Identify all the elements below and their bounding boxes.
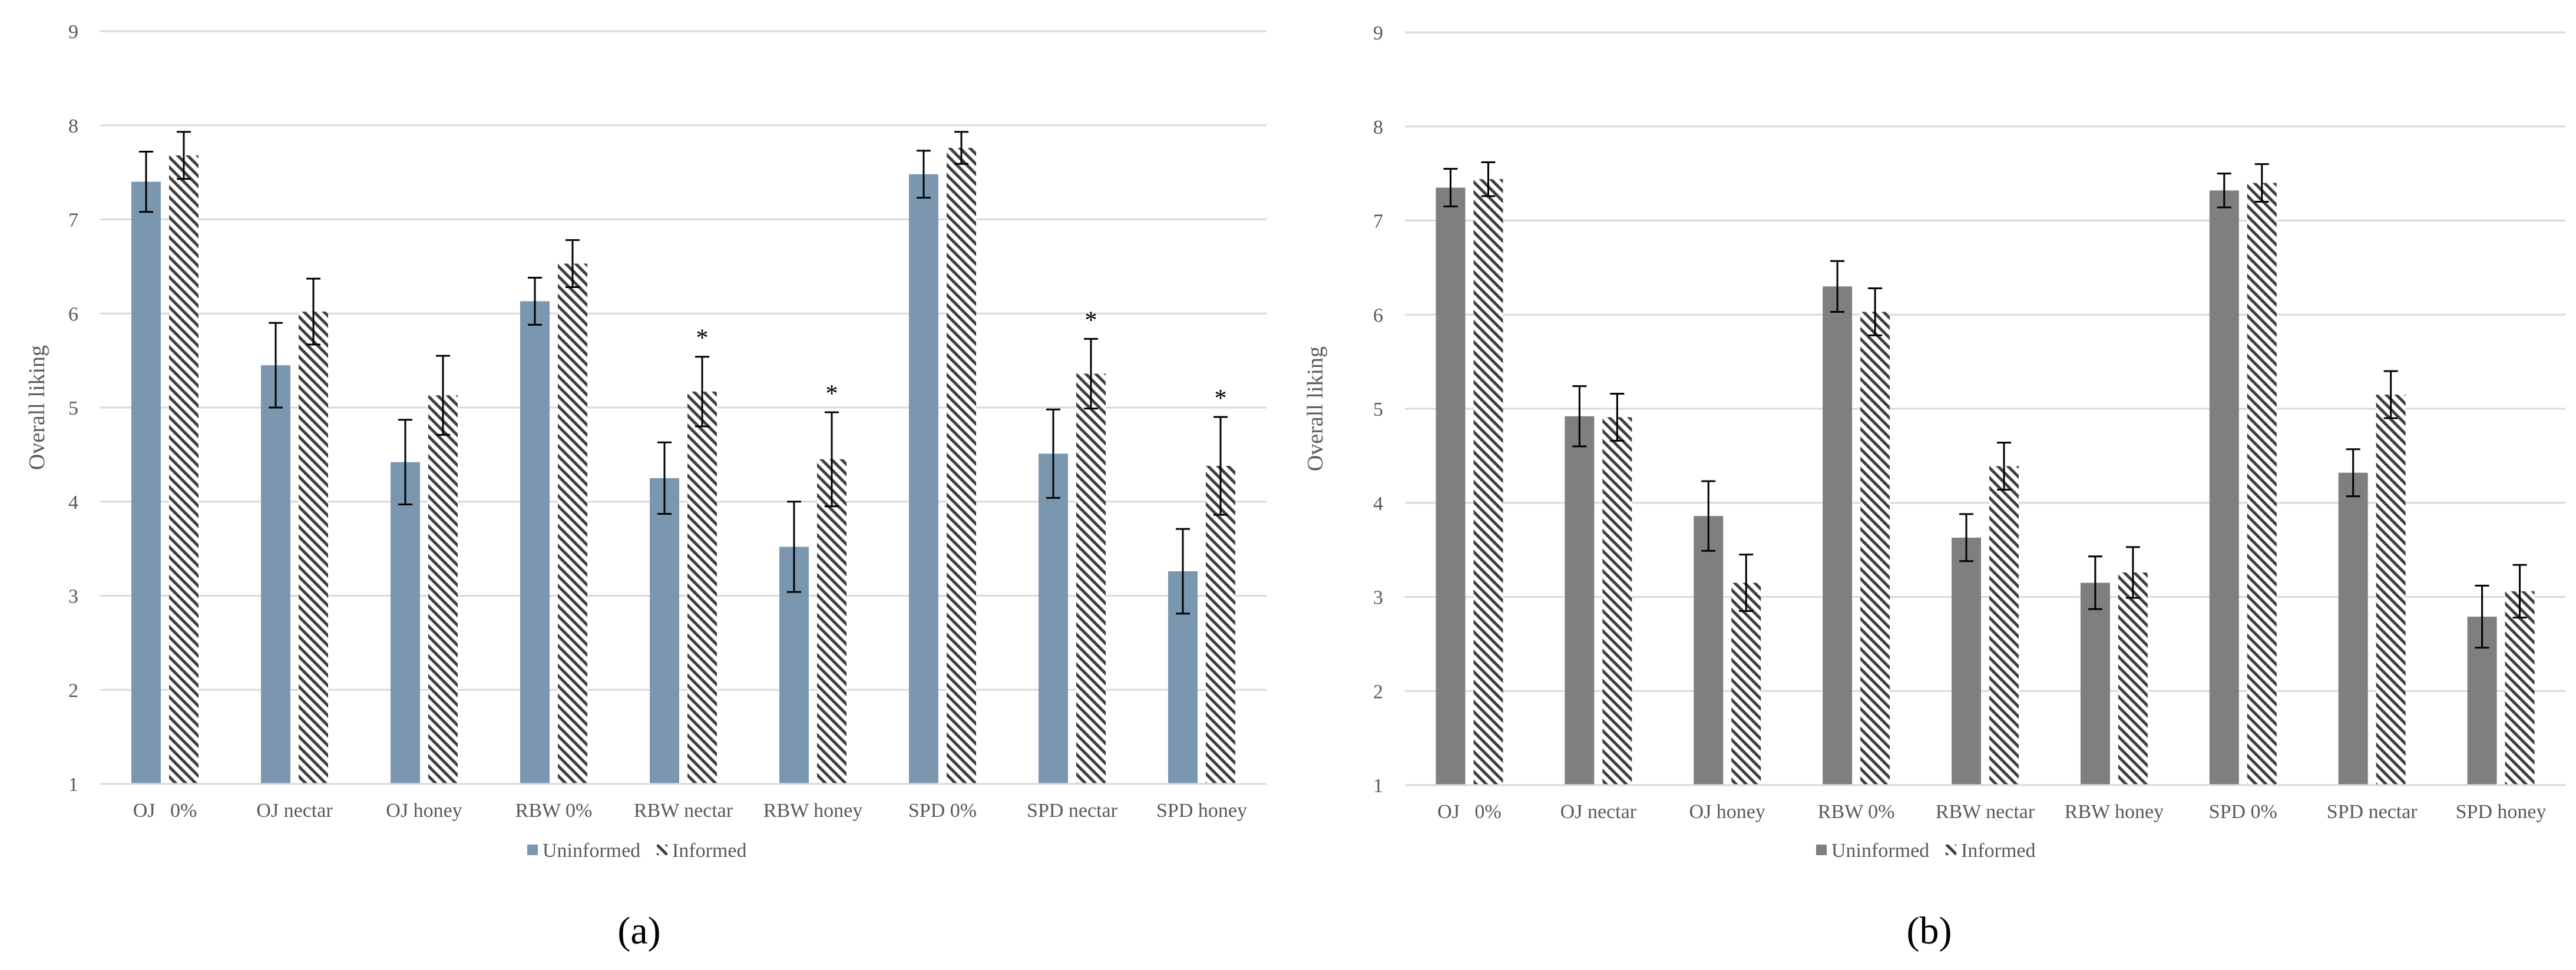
x-tick-label: SPD nectar bbox=[2327, 801, 2418, 823]
bar-informed bbox=[1860, 312, 1890, 785]
legend-swatch-informed bbox=[1946, 845, 1956, 855]
bar-informed bbox=[687, 391, 717, 784]
y-axis-label: Overall liking bbox=[25, 345, 49, 470]
x-tick-label: SPD honey bbox=[1156, 800, 1247, 822]
x-tick-label: RBW 0% bbox=[1818, 801, 1895, 823]
bar-informed bbox=[2376, 395, 2406, 785]
legend-label-uninformed: Uninformed bbox=[543, 840, 640, 862]
y-tick-label: 4 bbox=[1373, 493, 1383, 515]
legend-swatch-uninformed bbox=[527, 845, 538, 855]
bar-uninformed bbox=[650, 478, 679, 784]
y-tick-label: 5 bbox=[68, 398, 78, 419]
bar-uninformed bbox=[1952, 537, 1981, 785]
x-tick-label: OJ nectar bbox=[256, 800, 333, 822]
bar-informed bbox=[169, 155, 199, 784]
x-tick-label: OJ 0% bbox=[1437, 801, 1502, 823]
bar-informed bbox=[2247, 183, 2277, 786]
bar-uninformed bbox=[520, 301, 550, 784]
y-tick-label: 6 bbox=[1373, 304, 1383, 326]
bar-informed bbox=[1989, 466, 2019, 785]
legend-swatch-uninformed bbox=[1816, 845, 1827, 855]
y-tick-label: 8 bbox=[1373, 117, 1383, 138]
y-tick-label: 2 bbox=[1373, 681, 1383, 703]
bar-uninformed bbox=[2338, 472, 2368, 785]
y-axis-label: Overall liking bbox=[1303, 346, 1328, 471]
bar-informed bbox=[2505, 591, 2535, 785]
chart-panel-a: 1 2 3 4 5 6 7 8 9 Overall liking OJ 0% OJ nectar OJ … bbox=[25, 21, 1266, 862]
x-tick-label: OJ honey bbox=[1689, 801, 1765, 823]
bar-informed bbox=[2118, 572, 2148, 785]
y-tick-label: 9 bbox=[68, 21, 78, 43]
x-tick-label: OJ honey bbox=[386, 800, 462, 822]
y-tick-label: 2 bbox=[68, 680, 78, 701]
y-tick-label: 7 bbox=[1373, 211, 1383, 233]
significance-marker: * bbox=[1085, 307, 1097, 334]
bar-uninformed bbox=[1436, 187, 1466, 785]
panel-label-b: (b) bbox=[1907, 909, 1952, 952]
x-tick-label: SPD 0% bbox=[908, 800, 977, 822]
bar-informed bbox=[817, 459, 846, 784]
y-tick-label: 3 bbox=[1373, 587, 1383, 609]
chart-panel-b: 1 2 3 4 5 6 7 8 9 Overall liking OJ 0% OJ nectar OJ … bbox=[1303, 22, 2565, 862]
x-tick-label: RBW nectar bbox=[1936, 801, 2035, 823]
bar-uninformed bbox=[909, 174, 938, 784]
x-tick-label: RBW honey bbox=[763, 800, 862, 822]
y-tick-label: 4 bbox=[68, 492, 78, 514]
y-tick-label: 8 bbox=[68, 115, 78, 137]
bar-uninformed bbox=[2080, 582, 2110, 785]
legend-label-uninformed: Uninformed bbox=[1831, 840, 1929, 862]
y-tick-label: 9 bbox=[1373, 22, 1383, 44]
bar-uninformed bbox=[391, 462, 420, 784]
legend-label-informed: Informed bbox=[1961, 840, 2036, 862]
y-tick-label: 1 bbox=[1373, 775, 1383, 797]
y-tick-label: 7 bbox=[68, 210, 78, 231]
bar-informed bbox=[1602, 417, 1632, 785]
bar-uninformed bbox=[1823, 286, 1853, 785]
bar-uninformed bbox=[261, 365, 290, 784]
bar-informed bbox=[558, 263, 587, 784]
bar-informed bbox=[1076, 373, 1106, 784]
panel-label-a: (a) bbox=[617, 909, 660, 952]
bar-informed bbox=[1731, 582, 1761, 785]
bar-uninformed bbox=[1039, 453, 1068, 784]
significance-marker: * bbox=[696, 325, 709, 352]
bar-informed bbox=[1206, 466, 1235, 784]
significance-marker: * bbox=[1215, 385, 1227, 412]
bar-uninformed bbox=[2209, 190, 2239, 785]
bar-informed bbox=[428, 395, 458, 784]
bar-uninformed bbox=[1694, 516, 1724, 785]
bar-informed bbox=[947, 148, 976, 784]
y-tick-label: 6 bbox=[68, 303, 78, 325]
y-tick-label: 5 bbox=[1373, 399, 1383, 421]
x-tick-label: OJ nectar bbox=[1560, 801, 1637, 823]
x-tick-label: RBW honey bbox=[2065, 801, 2164, 823]
legend-swatch-informed bbox=[657, 845, 667, 855]
legend-label-informed: Informed bbox=[672, 840, 747, 862]
y-tick-label: 1 bbox=[68, 774, 78, 796]
bar-informed bbox=[299, 312, 328, 784]
x-tick-label: OJ 0% bbox=[133, 800, 197, 822]
bar-uninformed bbox=[131, 181, 161, 784]
x-tick-label: SPD 0% bbox=[2209, 801, 2277, 823]
y-tick-label: 3 bbox=[68, 586, 78, 608]
x-tick-label: RBW nectar bbox=[634, 800, 733, 822]
bar-informed bbox=[1473, 179, 1503, 786]
bar-uninformed bbox=[1565, 416, 1595, 785]
x-tick-label: RBW 0% bbox=[515, 800, 593, 822]
significance-marker: * bbox=[826, 380, 838, 408]
x-tick-label: SPD honey bbox=[2456, 801, 2547, 823]
x-tick-label: SPD nectar bbox=[1027, 800, 1118, 822]
